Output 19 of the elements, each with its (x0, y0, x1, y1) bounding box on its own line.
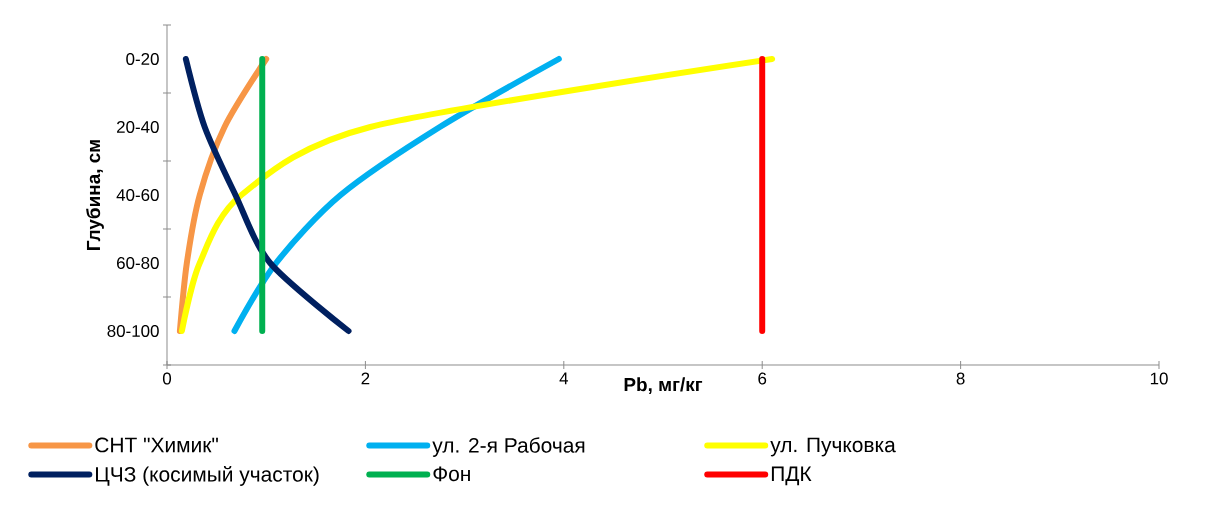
legend-label: ул. 2-я Рабочая (432, 437, 585, 457)
x-axis-title: Pb, мг/кг (624, 377, 703, 394)
x-tick-label: 0 (162, 372, 172, 385)
y-tick-label: 40-60 (116, 189, 159, 202)
legend-label: СНТ "Химик" (95, 437, 218, 453)
x-tick-label: 10 (1150, 372, 1168, 385)
legend-label: ЦЧЗ (косимый участок) (96, 466, 319, 486)
legend-label: ПДК (771, 466, 812, 486)
y-tick-label: 0-20 (126, 53, 159, 66)
x-tick-label: 8 (956, 372, 965, 385)
x-tick-label: 4 (559, 372, 569, 385)
x-tick-label: 6 (758, 372, 767, 385)
y-tick-label: 20-40 (117, 121, 159, 134)
y-axis-title: Глубина, см (86, 140, 104, 250)
legend-label: ул. Пучковка (770, 437, 896, 457)
legend-label: Фон (433, 466, 470, 482)
y-tick-label: 60-80 (117, 257, 159, 270)
y-tick-label: 80-100 (107, 325, 159, 338)
x-tick-label: 2 (361, 372, 370, 385)
